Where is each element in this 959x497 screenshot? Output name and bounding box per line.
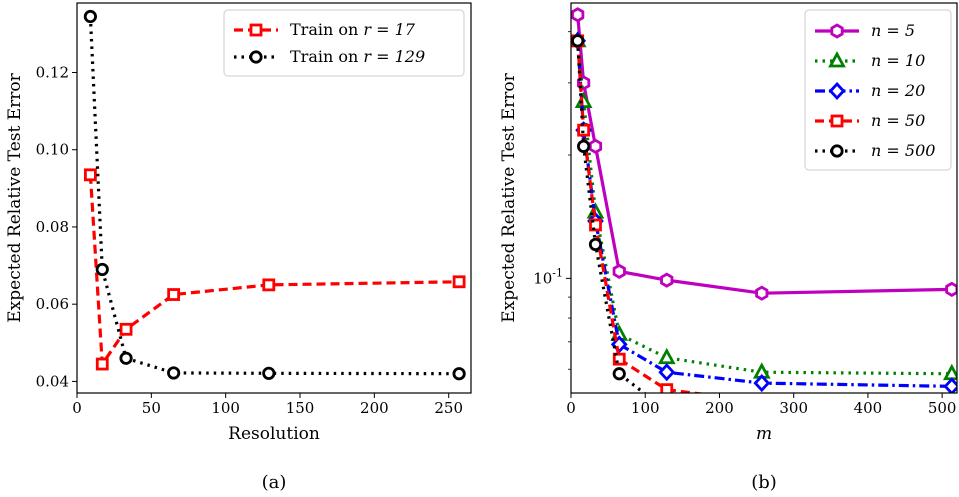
data-point xyxy=(83,168,97,182)
data-point xyxy=(660,272,674,288)
data-point xyxy=(657,347,676,365)
legend-entry-3: n = 20 xyxy=(871,81,925,100)
data-point xyxy=(119,322,133,336)
data-point xyxy=(588,237,603,252)
x-tick-label: 200 xyxy=(360,399,389,417)
legend-marker xyxy=(828,81,846,101)
data-point xyxy=(588,138,603,154)
data-point xyxy=(662,406,672,416)
data-point xyxy=(95,262,109,277)
x-tick-label: 0 xyxy=(72,399,82,417)
legend-entry-2: n = 10 xyxy=(871,51,925,70)
legend-marker xyxy=(830,23,844,39)
plot-area xyxy=(83,9,466,381)
plot-area xyxy=(571,7,957,423)
legend-entry-1: Train on r = 17 xyxy=(290,20,416,39)
y-axis-label: Expected Relative Test Error xyxy=(5,72,25,322)
data-point xyxy=(943,377,957,393)
data-point xyxy=(574,91,593,109)
data-point xyxy=(452,275,466,289)
data-point xyxy=(589,218,602,232)
x-tick-label: 0 xyxy=(566,399,576,417)
data-point xyxy=(167,288,181,301)
series-1 xyxy=(83,168,466,371)
legend-math: n = 500 xyxy=(871,141,935,160)
data-point xyxy=(660,383,674,393)
data-point xyxy=(83,9,97,24)
legend-marker xyxy=(830,114,844,128)
y-axis-label: Expected Relative Test Error xyxy=(499,72,519,322)
y-tick-label: 0.06 xyxy=(36,295,69,313)
legend-frame xyxy=(223,9,465,77)
x-tick-label: 500 xyxy=(928,399,957,417)
data-point xyxy=(755,285,769,301)
legend-math: n = 5 xyxy=(871,21,915,40)
data-point xyxy=(658,363,676,382)
legend-math: r = 17 xyxy=(363,20,415,39)
legend-marker xyxy=(830,144,844,158)
legend-math: n = 50 xyxy=(871,111,925,130)
data-point xyxy=(95,357,109,371)
data-point xyxy=(167,366,181,380)
chart-panel-a: 0 50 100 150 200 250 0.04 0.06 0.08 0.10 0.12 Resol… xyxy=(5,2,472,493)
legend-entry-2: Train on r = 129 xyxy=(290,47,425,66)
axes-frame xyxy=(76,2,472,394)
x-tick-label: 200 xyxy=(705,399,734,417)
y-tick-label: 0.12 xyxy=(36,64,69,82)
legend-entry-1: n = 5 xyxy=(871,21,915,40)
series-1 xyxy=(571,7,957,301)
data-point xyxy=(571,7,585,23)
axes-frame xyxy=(570,2,958,394)
figure-caption: (b) xyxy=(751,472,777,493)
x-axis-label: Resolution xyxy=(228,424,320,444)
x-tick-label: 300 xyxy=(779,399,808,417)
x-tick-label: 150 xyxy=(286,399,315,417)
legend-marker xyxy=(249,50,263,64)
data-point xyxy=(757,413,767,423)
chart-panel-b: 0 100 200 300 400 500 10-1 m Expected Relative T… xyxy=(499,2,958,493)
legend-frame xyxy=(804,9,952,171)
legend-entry-5: n = 500 xyxy=(871,141,935,160)
legend: n = 5 n = 10 n = 20 n = 50 n = 500 xyxy=(804,9,952,171)
data-point xyxy=(119,351,133,365)
series-5 xyxy=(571,34,767,423)
figure-caption: (a) xyxy=(262,472,287,493)
y-tick-label: 0.04 xyxy=(36,372,69,390)
y-tick-label: 10-1 xyxy=(533,266,563,287)
data-point xyxy=(577,123,591,137)
data-point xyxy=(262,366,276,380)
x-tick-label: 100 xyxy=(211,399,240,417)
data-point xyxy=(612,263,626,279)
series-line xyxy=(88,174,460,366)
legend-math: n = 10 xyxy=(871,51,925,70)
x-tick-label: 400 xyxy=(854,399,883,417)
data-point xyxy=(757,397,767,407)
data-point xyxy=(577,139,591,153)
legend-math: r = 129 xyxy=(363,47,425,66)
data-point xyxy=(942,363,957,381)
data-point xyxy=(612,352,626,366)
x-tick-label: 100 xyxy=(631,399,660,417)
legend-entry-4: n = 50 xyxy=(871,111,925,130)
x-tick-label: 250 xyxy=(434,399,463,417)
data-point xyxy=(753,374,771,393)
legend-marker xyxy=(828,51,846,68)
x-axis-label: m xyxy=(756,424,772,444)
data-point xyxy=(612,367,626,381)
data-point xyxy=(945,281,957,297)
legend-text: Train on xyxy=(290,20,363,39)
legend-text: Train on xyxy=(290,47,363,66)
legend-math: n = 20 xyxy=(871,81,925,100)
legend-marker xyxy=(249,23,263,37)
data-point xyxy=(452,367,466,381)
series-2 xyxy=(83,9,466,381)
x-tick-label: 50 xyxy=(142,399,161,417)
data-point xyxy=(571,34,585,48)
series-line xyxy=(88,16,460,376)
y-tick-label: 0.08 xyxy=(36,218,69,236)
data-point xyxy=(262,278,276,292)
y-tick-label: 0.10 xyxy=(36,141,69,159)
